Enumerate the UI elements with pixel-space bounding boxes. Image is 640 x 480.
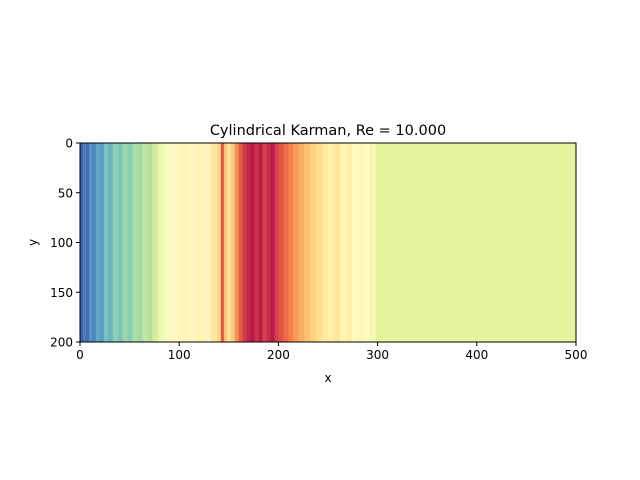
- heatmap-band-7: [103, 143, 109, 342]
- y-tick-label: 0: [65, 137, 73, 151]
- heatmap-band-15: [142, 143, 148, 342]
- heatmap-band-35: [250, 143, 255, 342]
- heatmap-band-59: [375, 143, 577, 342]
- heatmap-band-49: [316, 143, 323, 342]
- heatmap-band-50: [322, 143, 329, 342]
- heatmap-band-37: [258, 143, 263, 342]
- heatmap-band-2: [85, 143, 90, 342]
- y-tick-label: 200: [50, 336, 73, 350]
- heatmap-band-25: [210, 143, 218, 342]
- heatmap-band-11: [122, 143, 129, 342]
- heatmap-band-45: [293, 143, 299, 342]
- heatmap-band-3: [88, 143, 93, 342]
- heatmap-band-29: [226, 143, 232, 342]
- heatmap-band-41: [274, 143, 279, 342]
- heatmap-band-56: [357, 143, 365, 342]
- heatmap-band-58: [369, 143, 377, 342]
- heatmap-band-55: [351, 143, 359, 342]
- heatmap-band-43: [283, 143, 289, 342]
- heatmap-band-48: [310, 143, 317, 342]
- heatmap-band-0: [80, 143, 84, 342]
- heatmap-band-57: [363, 143, 371, 342]
- heatmap-band-40: [270, 143, 275, 342]
- heatmap-band-54: [345, 143, 353, 342]
- heatmap-band-44: [288, 143, 294, 342]
- heatmap-band-42: [278, 143, 284, 342]
- heatmap-band-36: [254, 143, 259, 342]
- x-axis: 0 100 200 300 400 500: [76, 342, 587, 362]
- heatmap-band-4: [91, 143, 97, 342]
- heatmap-band-19: [164, 143, 172, 342]
- heatmap-band-46: [298, 143, 305, 342]
- heatmap-band-20: [171, 143, 180, 342]
- heatmap-band-23: [195, 143, 204, 342]
- heatmap-band-28: [223, 143, 228, 342]
- x-axis-label: x: [324, 371, 331, 385]
- x-tick-label: 100: [168, 348, 191, 362]
- heatmap-band-53: [339, 143, 347, 342]
- heatmap-band-14: [137, 143, 143, 342]
- heatmap-band-22: [187, 143, 196, 342]
- heatmap-band-1: [82, 143, 87, 342]
- x-tick-label: 500: [565, 348, 588, 362]
- x-tick-label: 300: [366, 348, 389, 362]
- heatmap-band-27: [220, 143, 225, 342]
- heatmap-band-24: [203, 143, 212, 342]
- y-tick-label: 150: [50, 286, 73, 300]
- x-tick-label: 400: [465, 348, 488, 362]
- x-tick-label: 0: [76, 348, 84, 362]
- heatmap-band-39: [266, 143, 271, 342]
- heatmap-band-21: [179, 143, 188, 342]
- heatmap-band-47: [304, 143, 311, 342]
- heatmap-band-52: [333, 143, 341, 342]
- heatmap-image: [80, 143, 577, 342]
- heatmap-band-13: [132, 143, 138, 342]
- heatmap-band-12: [127, 143, 133, 342]
- heatmap-band-33: [242, 143, 248, 342]
- heatmap-band-26: [216, 143, 222, 342]
- y-tick-label: 50: [58, 186, 73, 200]
- heatmap-band-51: [328, 143, 335, 342]
- heatmap-band-32: [238, 143, 244, 342]
- heatmap-band-34: [246, 143, 252, 342]
- heatmap-band-6: [99, 143, 105, 342]
- y-tick-label: 100: [50, 236, 73, 250]
- heatmap-band-5: [95, 143, 101, 342]
- heatmap-band-17: [152, 143, 159, 342]
- chart-title: Cylindrical Karman, Re = 10.000: [210, 123, 446, 139]
- heatmap-band-30: [230, 143, 236, 342]
- y-axis: 0 50 100 150 200: [50, 137, 80, 350]
- heatmap-band-8: [107, 143, 114, 342]
- y-axis-label: y: [26, 239, 40, 246]
- heatmap-band-9: [112, 143, 119, 342]
- heatmap-band-31: [234, 143, 240, 342]
- x-tick-label: 200: [267, 348, 290, 362]
- heatmap-band-38: [262, 143, 267, 342]
- heatmap-band-16: [147, 143, 153, 342]
- heatmap-band-10: [117, 143, 124, 342]
- heatmap-band-18: [158, 143, 165, 342]
